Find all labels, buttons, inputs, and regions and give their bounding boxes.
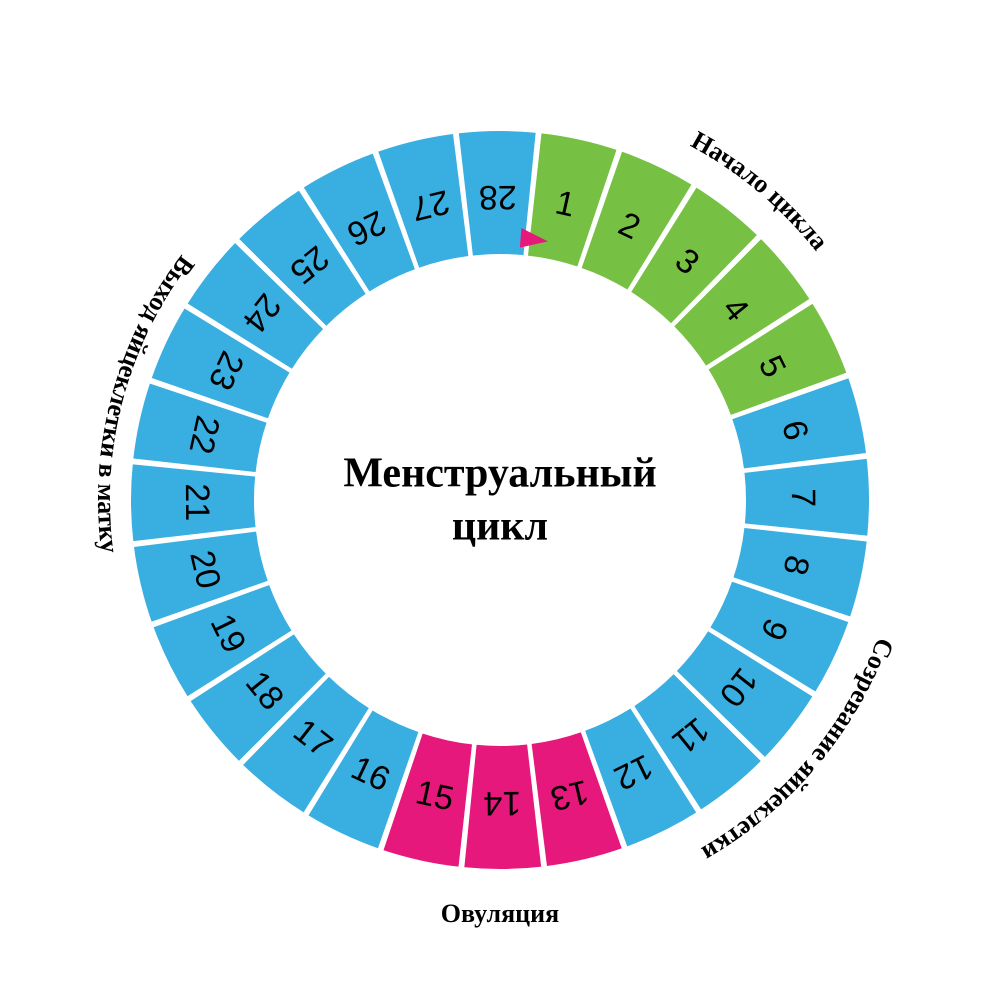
- day-number-7: 7: [784, 488, 822, 507]
- phase-label-ovulation: Овуляция: [441, 899, 559, 928]
- day-number-28: 28: [479, 178, 517, 216]
- cycle-diagram: 1234567891011121314151617181920212223242…: [0, 0, 1000, 1000]
- day-number-22: 22: [181, 412, 226, 457]
- day-number-15: 15: [412, 773, 457, 818]
- day-number-14: 14: [483, 784, 521, 822]
- center-title-line1: Менструальный: [343, 448, 656, 501]
- center-title: Менструальный цикл: [343, 448, 656, 553]
- day-number-21: 21: [178, 483, 216, 521]
- center-title-line2: цикл: [343, 500, 656, 553]
